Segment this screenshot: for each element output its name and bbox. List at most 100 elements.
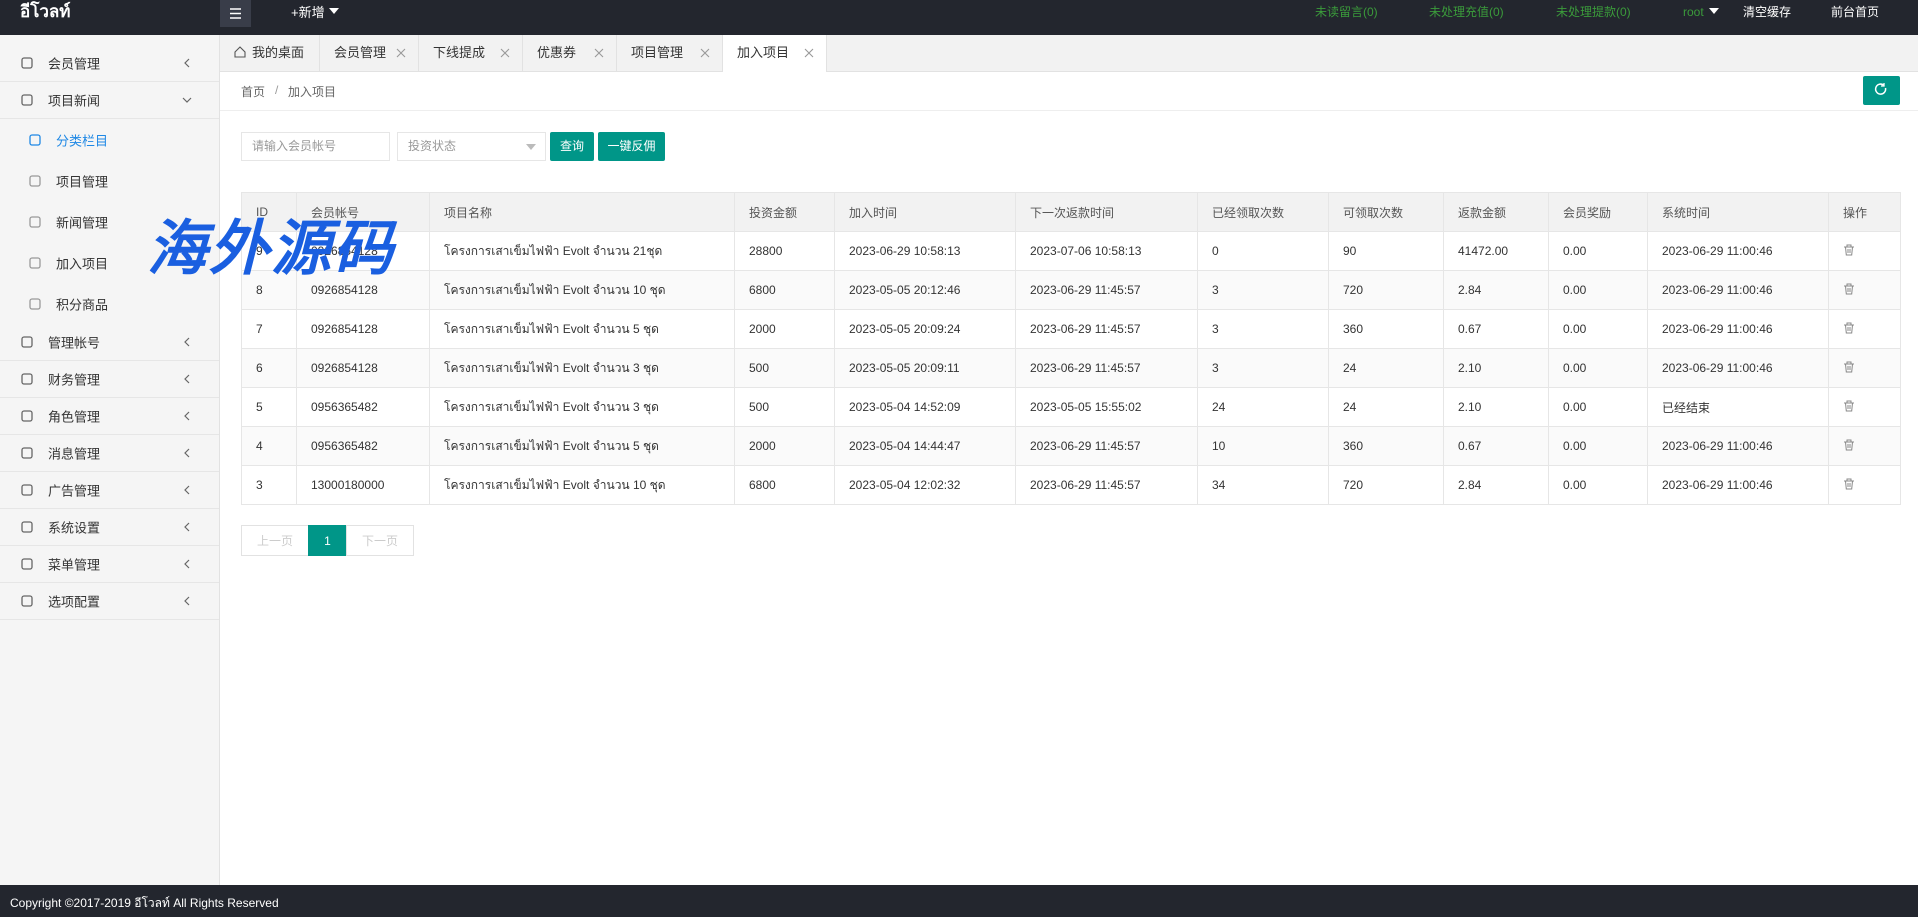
menu-item[interactable]: 菜单管理 <box>0 546 219 583</box>
table-cell: 13000180000 <box>296 465 430 505</box>
table-cell: 2023-06-29 11:00:46 <box>1647 426 1829 466</box>
submenu-item[interactable]: 新闻管理 <box>0 201 219 242</box>
table-cell: 0 <box>1197 231 1329 271</box>
status-select[interactable]: 投资状态 <box>397 132 546 161</box>
submenu-item[interactable]: 积分商品 <box>0 283 219 324</box>
tab[interactable]: 我的桌面 <box>222 35 320 71</box>
table-cell: โครงการเสาเข็มไฟฟ้า Evolt จำนวน 3 ชุด <box>429 348 735 388</box>
tab[interactable]: 会员管理 <box>320 35 419 71</box>
table-cell: 4 <box>241 426 297 466</box>
delete-icon[interactable] <box>1843 244 1855 256</box>
rebate-button[interactable]: 一键反佣 <box>598 132 665 161</box>
action-cell <box>1828 426 1901 466</box>
clear-cache[interactable]: 清空缓存 <box>1743 5 1792 19</box>
tab[interactable]: 加入项目 <box>723 35 827 72</box>
table-cell: 2023-06-29 11:45:57 <box>1015 465 1198 505</box>
refresh-button[interactable] <box>1863 76 1900 105</box>
menu-icon <box>21 595 33 607</box>
table-cell: 2023-05-04 12:02:32 <box>834 465 1016 505</box>
tab-label: 项目管理 <box>631 45 684 60</box>
menu-item[interactable]: 财务管理 <box>0 361 219 398</box>
menu-icon <box>21 558 33 570</box>
user-menu[interactable]: root <box>1683 5 1704 19</box>
table-cell: 0.00 <box>1548 465 1648 505</box>
table-cell: 2023-06-29 11:45:57 <box>1015 309 1198 349</box>
chevron <box>184 58 190 68</box>
menu-icon <box>21 336 33 348</box>
front-page[interactable]: 前台首页 <box>1831 5 1880 19</box>
breadcrumb-link[interactable]: 首页 <box>241 85 266 99</box>
column-header: 已经领取次数 <box>1197 192 1329 232</box>
menu-item[interactable]: 管理帐号 <box>0 324 219 361</box>
menu-item[interactable]: 广告管理 <box>0 472 219 509</box>
submenu-item[interactable]: 加入项目 <box>0 242 219 283</box>
table-cell: 0956365482 <box>296 426 430 466</box>
tab[interactable]: 项目管理 <box>617 35 723 71</box>
menu-item[interactable]: 选项配置 <box>0 583 219 620</box>
submenu-label: 项目管理 <box>56 174 109 189</box>
close-icon[interactable] <box>700 48 710 58</box>
table-cell: 500 <box>734 387 835 427</box>
menu-label: 菜单管理 <box>48 557 101 573</box>
table-cell: 2023-06-29 11:00:46 <box>1647 231 1829 271</box>
menu-icon <box>230 8 241 19</box>
menu-item[interactable]: 系统设置 <box>0 509 219 546</box>
menu-item[interactable]: 角色管理 <box>0 398 219 435</box>
table-cell: 2023-07-06 10:58:13 <box>1015 231 1198 271</box>
add-menu[interactable]: +新增 <box>291 5 325 20</box>
table-cell: 8 <box>241 270 297 310</box>
chevron <box>182 97 192 103</box>
delete-icon[interactable] <box>1843 439 1855 451</box>
close-icon[interactable] <box>804 48 814 58</box>
table-cell: 24 <box>1197 387 1329 427</box>
next-page[interactable]: 下一页 <box>346 525 414 556</box>
table-cell: 0.67 <box>1443 426 1549 466</box>
tab[interactable]: 下线提成 <box>419 35 523 71</box>
submenu-item[interactable]: 项目管理 <box>0 160 219 201</box>
chevron <box>184 596 190 606</box>
delete-icon[interactable] <box>1843 322 1855 334</box>
menu-toggle[interactable] <box>220 0 251 27</box>
delete-icon[interactable] <box>1843 400 1855 412</box>
logo[interactable]: อีโวลท์ <box>20 2 71 21</box>
prev-page[interactable]: 上一页 <box>241 525 309 556</box>
table-cell: 2023-06-29 11:00:46 <box>1647 270 1829 310</box>
delete-icon[interactable] <box>1843 361 1855 373</box>
table-cell: โครงการเสาเข็มไฟฟ้า Evolt จำนวน 10 ชุด <box>429 270 735 310</box>
notice[interactable]: 未处理充值(0) <box>1429 5 1504 19</box>
table-cell: 2023-06-29 11:45:57 <box>1015 426 1198 466</box>
member-input[interactable]: 请输入会员帐号 <box>241 132 390 161</box>
notice[interactable]: 未读留言(0) <box>1315 5 1378 19</box>
chevron <box>184 522 190 532</box>
table-cell: 0926854128 <box>296 348 430 388</box>
chevron <box>184 485 190 495</box>
close-icon[interactable] <box>500 48 510 58</box>
column-header: ID <box>241 192 297 232</box>
column-header: 投资金额 <box>734 192 835 232</box>
separator: / <box>275 83 279 97</box>
chevron <box>184 448 190 458</box>
table-cell: 2.10 <box>1443 348 1549 388</box>
data-table: ID 会员帐号 项目名称 投资金额 加入时间 下一次返款时间 已经领取次数 可领取次数 返款金额… <box>241 192 1901 505</box>
table-cell: 5 <box>241 387 297 427</box>
menu-item[interactable]: 项目新闻 <box>0 82 219 119</box>
table-cell: 10 <box>1197 426 1329 466</box>
query-button[interactable]: 查询 <box>550 132 594 161</box>
menu-item[interactable]: 消息管理 <box>0 435 219 472</box>
tab[interactable]: 优惠券 <box>523 35 617 71</box>
menu-item[interactable]: 会员管理 <box>0 45 219 82</box>
table-row: 3 13000180000 โครงการเสาเข็มไฟฟ้า Evolt จำ… <box>241 465 1901 505</box>
close-icon[interactable] <box>396 48 406 58</box>
submenu-item[interactable]: 分类栏目 <box>0 119 219 160</box>
delete-icon[interactable] <box>1843 283 1855 295</box>
menu-label: 广告管理 <box>48 483 101 499</box>
action-cell <box>1828 387 1901 427</box>
notice[interactable]: 未处理提款(0) <box>1556 5 1631 19</box>
current-page[interactable]: 1 <box>308 525 347 556</box>
menu-label: 会员管理 <box>48 56 101 72</box>
close-icon[interactable] <box>594 48 604 58</box>
menu-label: 系统设置 <box>48 520 101 536</box>
action-cell <box>1828 231 1901 271</box>
delete-icon[interactable] <box>1843 478 1855 490</box>
